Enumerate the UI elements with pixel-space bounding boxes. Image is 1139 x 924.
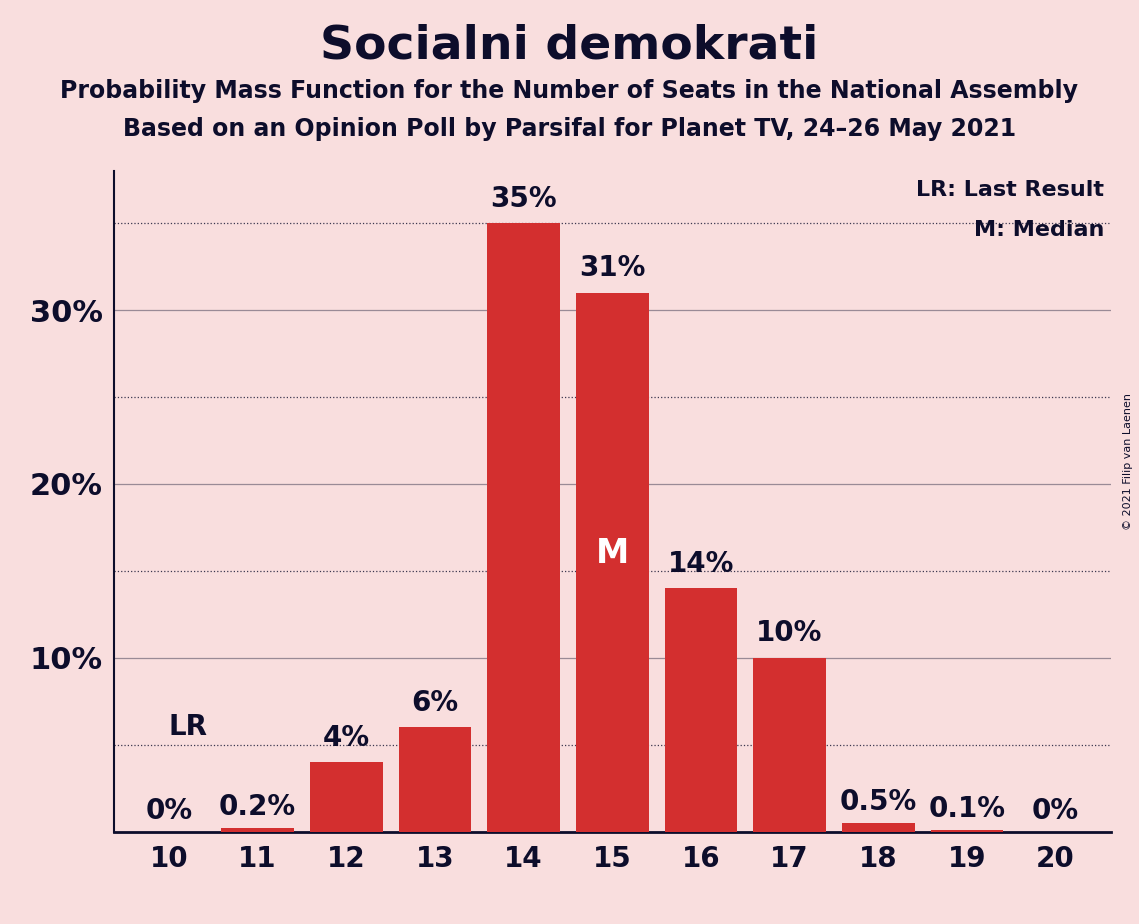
Text: 0%: 0%: [1032, 796, 1079, 824]
Text: 10%: 10%: [756, 619, 822, 648]
Text: LR: LR: [169, 713, 208, 741]
Text: Probability Mass Function for the Number of Seats in the National Assembly: Probability Mass Function for the Number…: [60, 79, 1079, 103]
Bar: [310, 762, 383, 832]
Text: Based on an Opinion Poll by Parsifal for Planet TV, 24–26 May 2021: Based on an Opinion Poll by Parsifal for…: [123, 117, 1016, 141]
Text: 31%: 31%: [579, 254, 646, 282]
Text: 35%: 35%: [490, 185, 557, 213]
Bar: [487, 223, 560, 832]
Bar: [221, 828, 294, 832]
Bar: [399, 727, 472, 832]
Text: 0%: 0%: [146, 796, 192, 824]
Text: M: M: [596, 537, 629, 570]
Text: LR: Last Result: LR: Last Result: [916, 179, 1105, 200]
Text: © 2021 Filip van Laenen: © 2021 Filip van Laenen: [1123, 394, 1133, 530]
Bar: [842, 823, 915, 832]
Bar: [664, 589, 737, 832]
Text: Socialni demokrati: Socialni demokrati: [320, 23, 819, 68]
Text: 0.5%: 0.5%: [839, 788, 917, 816]
Text: 6%: 6%: [411, 689, 458, 717]
Text: 0.1%: 0.1%: [928, 795, 1006, 823]
Text: M: Median: M: Median: [974, 220, 1105, 239]
Text: 4%: 4%: [322, 723, 370, 751]
Bar: [753, 658, 826, 832]
Bar: [576, 293, 648, 832]
Text: 14%: 14%: [667, 550, 734, 578]
Bar: [931, 830, 1003, 832]
Text: 0.2%: 0.2%: [219, 793, 296, 821]
